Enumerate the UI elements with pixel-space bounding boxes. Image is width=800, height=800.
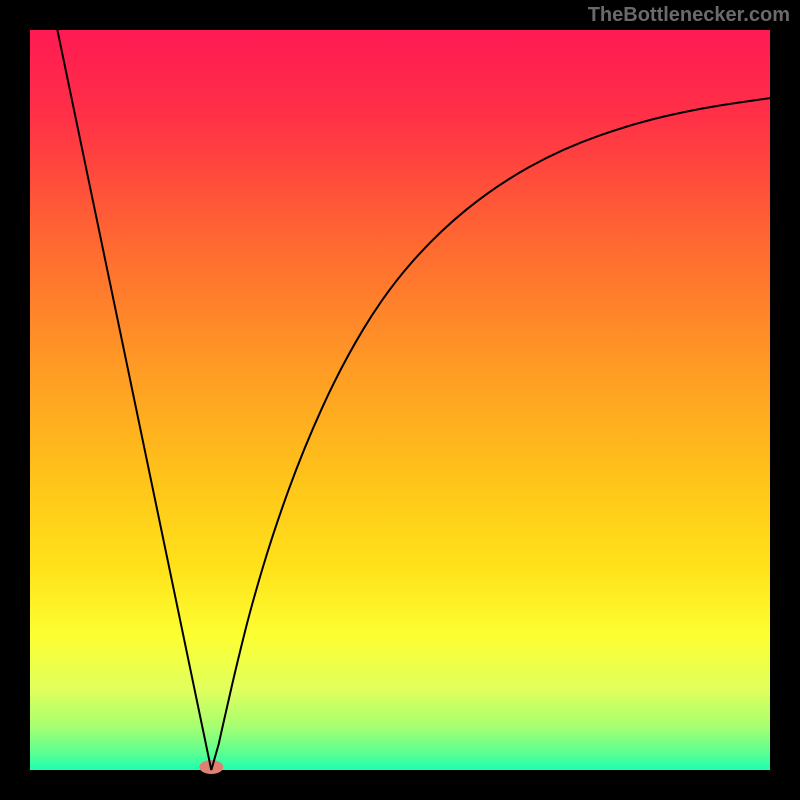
chart-container: TheBottlenecker.com — [0, 0, 800, 800]
bottleneck-chart — [0, 0, 800, 800]
chart-background-gradient — [30, 30, 770, 770]
